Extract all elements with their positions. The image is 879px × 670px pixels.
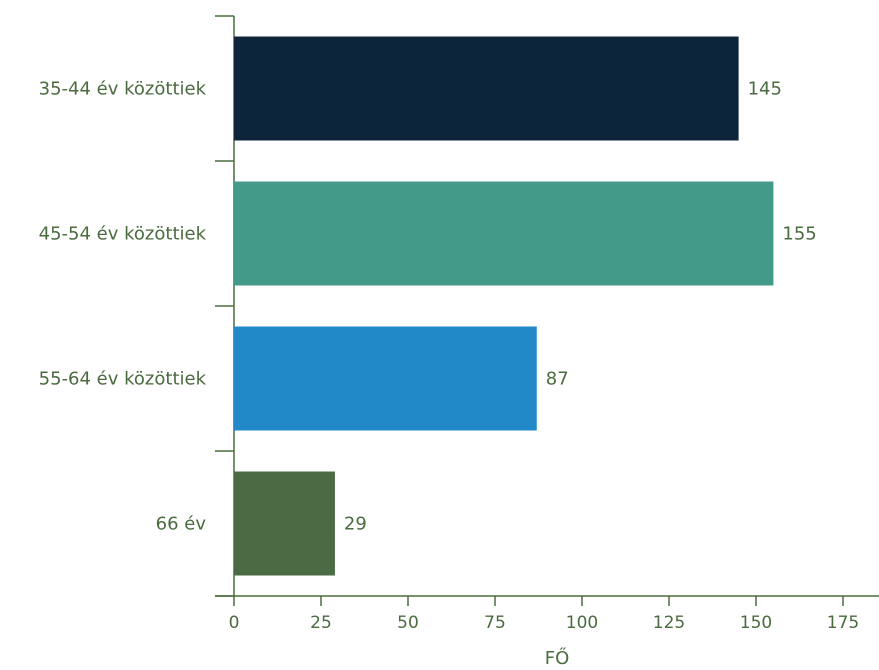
bar	[234, 181, 774, 286]
x-axis-title: FŐ	[545, 647, 570, 669]
ticks-group: 0 25 50 75 100 125 150 175	[215, 15, 859, 633]
bar	[234, 326, 537, 431]
value-label: 145	[748, 79, 782, 100]
bars-group: 145 35-44 év közöttiek 155 45-54 év közötti…	[39, 36, 817, 576]
category-label: 55-64 év közöttiek	[39, 369, 207, 390]
category-label: 35-44 év közöttiek	[39, 79, 207, 100]
category-label: 45-54 év közöttiek	[39, 224, 207, 245]
x-tick-label: 50	[397, 613, 419, 633]
category-label: 66 év	[156, 514, 207, 535]
bar	[234, 36, 739, 141]
x-tick-label: 25	[310, 613, 332, 633]
x-tick-label: 0	[229, 613, 240, 633]
value-label: 155	[782, 224, 816, 245]
bar	[234, 471, 335, 576]
x-tick-label: 150	[740, 613, 772, 633]
x-tick-label: 125	[653, 613, 685, 633]
value-label: 87	[546, 369, 569, 390]
x-tick-label: 75	[484, 613, 506, 633]
value-label: 29	[344, 514, 367, 535]
x-tick-label: 175	[827, 613, 859, 633]
x-tick-label: 100	[566, 613, 598, 633]
